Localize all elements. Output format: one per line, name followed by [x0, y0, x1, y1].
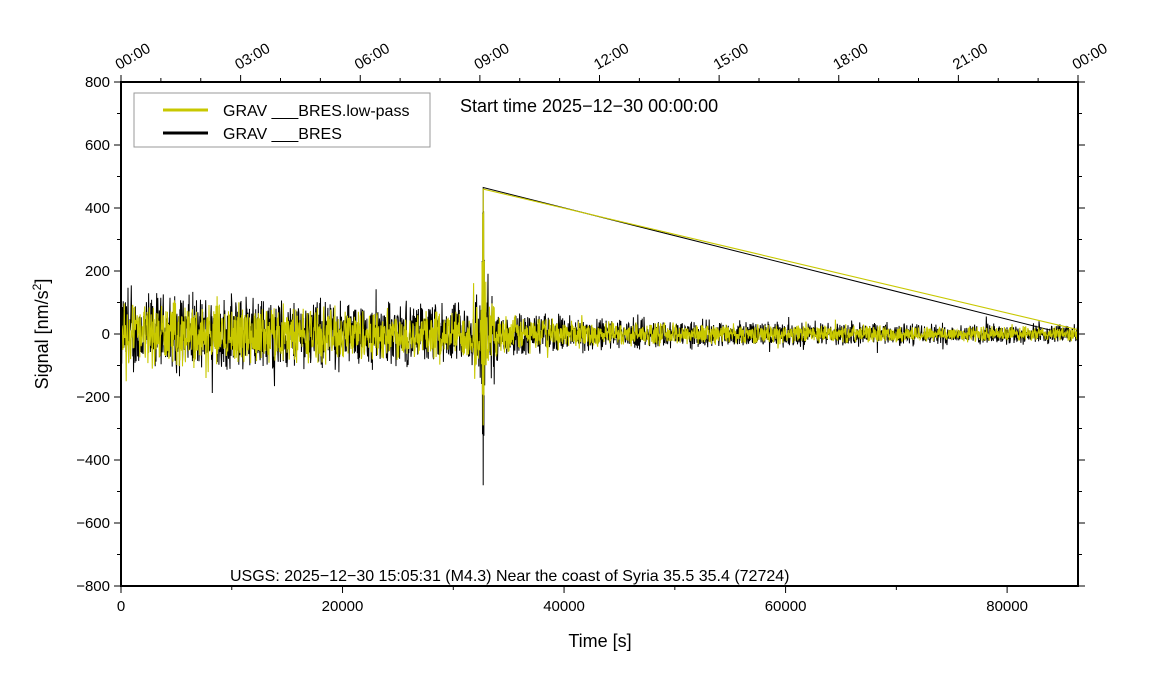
series-line-low-pass	[120, 188, 1079, 426]
x-tick-label: 80000	[986, 598, 1028, 615]
x-axis-label: Time [s]	[568, 631, 631, 651]
top-tick-label: 12:00	[591, 40, 632, 73]
x-tick-label: 60000	[765, 598, 807, 615]
y-tick-label: −400	[76, 452, 110, 469]
x-tick-label: 0	[117, 598, 125, 615]
y-axis-label: Signal [nm/s2]	[30, 279, 52, 390]
legend-label-low-pass: GRAV ___BRES.low-pass	[223, 103, 409, 120]
chart-title: Start time 2025−12−30 00:00:00	[460, 96, 718, 116]
y-tick-label: 800	[85, 74, 110, 91]
top-tick-label: 00:00	[1070, 40, 1111, 73]
top-tick-label: 21:00	[950, 40, 991, 73]
y-tick-label: 200	[85, 263, 110, 280]
y-tick-label: −800	[76, 578, 110, 595]
top-tick-label: 09:00	[471, 40, 512, 73]
y-tick-label: −600	[76, 515, 110, 532]
legend-label-raw: GRAV ___BRES	[223, 126, 342, 143]
y-tick-label: −200	[76, 389, 110, 406]
top-tick-label: 00:00	[113, 40, 154, 73]
top-tick-label: 18:00	[830, 40, 871, 73]
top-tick-label: 15:00	[711, 40, 752, 73]
traces	[120, 186, 1079, 486]
y-tick-label: 400	[85, 200, 110, 217]
top-tick-label: 03:00	[232, 40, 273, 73]
y-tick-label: 600	[85, 137, 110, 154]
x-tick-label: 20000	[322, 598, 364, 615]
event-annotation: USGS: 2025−12−30 15:05:31 (M4.3) Near th…	[230, 568, 789, 585]
y-tick-label: 0	[102, 326, 110, 343]
top-tick-label: 06:00	[352, 40, 393, 73]
legend: GRAV ___BRES.low-pass GRAV ___BRES	[133, 92, 431, 148]
x-tick-label: 40000	[543, 598, 585, 615]
